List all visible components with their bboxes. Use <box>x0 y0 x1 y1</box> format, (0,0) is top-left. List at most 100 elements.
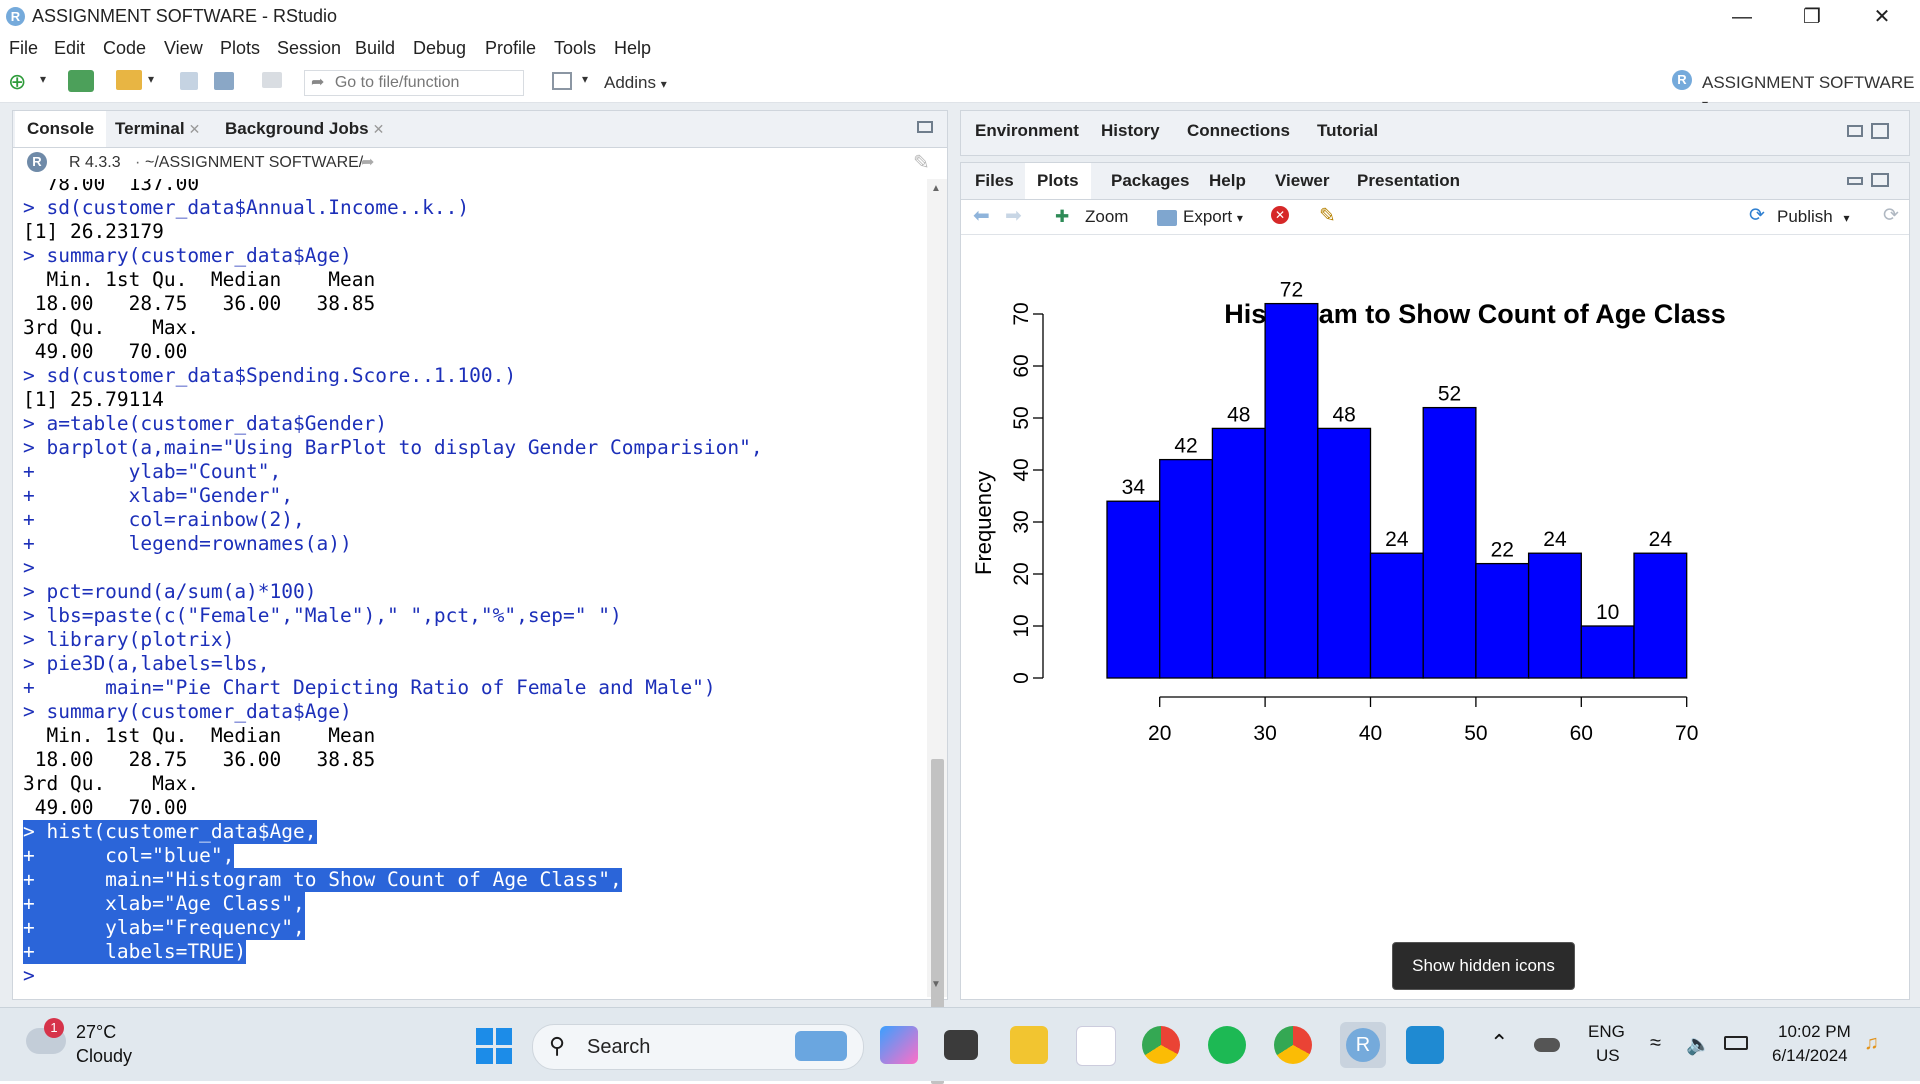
tab-help[interactable]: Help <box>1197 163 1258 199</box>
scroll-up-icon[interactable]: ▲ <box>931 183 941 194</box>
menu-build[interactable]: Build <box>355 38 396 58</box>
new-project-icon[interactable] <box>68 70 94 92</box>
open-dropdown-icon[interactable]: ▾ <box>148 72 155 86</box>
windows-start-icon[interactable] <box>476 1028 512 1064</box>
goto-file-function-input[interactable]: ➦ Go to file/function <box>304 70 524 96</box>
menu-session[interactable]: Session <box>277 38 342 58</box>
search-highlight-icon <box>795 1031 847 1061</box>
console-output[interactable]: 78.00 137.00 > sd(customer_data$Annual.In… <box>13 179 925 999</box>
console-line: > sd(customer_data$Spending.Score..1.100… <box>23 364 517 387</box>
console-scrollbar[interactable]: ▲ ▼ <box>927 179 947 1084</box>
clock-time[interactable]: 10:02 PM <box>1778 1022 1851 1041</box>
maximize-pane-icon[interactable] <box>1871 123 1889 139</box>
console-line: > sd(customer_data$Annual.Income..k..) <box>23 196 470 219</box>
notification-bell-icon[interactable]: ♫ <box>1864 1032 1879 1054</box>
tab-files[interactable]: Files <box>963 163 1026 199</box>
bar-value-label: 24 <box>1543 528 1567 551</box>
menu-profile[interactable]: Profile <box>485 38 537 58</box>
menu-help[interactable]: Help <box>614 38 652 58</box>
clear-console-icon[interactable]: ✎ <box>913 152 930 174</box>
zoom-icon[interactable]: ✚ <box>1055 207 1070 226</box>
restore-button[interactable]: ❐ <box>1803 6 1821 28</box>
close-tab-icon[interactable]: ✕ <box>188 121 201 137</box>
x-tick-label: 40 <box>1359 722 1382 745</box>
scroll-down-icon[interactable]: ▼ <box>931 979 941 990</box>
tab-terminal[interactable]: Terminal ✕ <box>103 111 212 147</box>
open-folder-icon[interactable] <box>116 70 142 90</box>
menu-plots[interactable]: Plots <box>220 38 261 58</box>
zoom-button[interactable]: Zoom <box>1085 207 1129 226</box>
maximize-pane-icon[interactable] <box>1871 173 1889 187</box>
tab-tutorial[interactable]: Tutorial <box>1305 111 1390 151</box>
console-line: > lbs=paste(c("Female","Male")," ",pct,"… <box>23 604 622 627</box>
close-tab-icon[interactable]: ✕ <box>372 121 385 137</box>
y-tick-label: 50 <box>1010 406 1033 429</box>
search-icon: ⚲ <box>549 1033 566 1058</box>
menu-view[interactable]: View <box>164 38 203 58</box>
maximize-pane-icon[interactable] <box>917 121 933 133</box>
menu-debug[interactable]: Debug <box>413 38 467 58</box>
volume-icon[interactable]: 🔈 <box>1686 1034 1711 1056</box>
tab-plots[interactable]: Plots <box>1025 163 1091 199</box>
onedrive-icon[interactable] <box>1534 1038 1560 1052</box>
task-view-icon[interactable] <box>944 1030 978 1060</box>
previous-plot-icon[interactable]: ⬅ <box>973 205 990 227</box>
tab-environment[interactable]: Environment <box>963 111 1091 151</box>
taskbar-search-box[interactable]: ⚲ Search <box>532 1024 864 1070</box>
minimize-pane-icon[interactable] <box>1847 125 1863 137</box>
export-button[interactable]: Export ▾ <box>1183 207 1243 227</box>
new-file-icon[interactable]: ⊕ <box>8 69 27 94</box>
minimize-button[interactable]: — <box>1732 6 1752 28</box>
tab-plots-label: Plots <box>1037 171 1079 190</box>
lang-top[interactable]: ENG <box>1588 1022 1625 1041</box>
chevron-up-icon[interactable]: ⌃ <box>1490 1030 1509 1055</box>
tab-presentation[interactable]: Presentation <box>1345 163 1472 199</box>
weather-desc[interactable]: Cloudy <box>76 1046 133 1066</box>
battery-icon[interactable] <box>1724 1036 1748 1050</box>
chrome-icon[interactable] <box>1142 1026 1180 1064</box>
layout-dropdown-icon[interactable]: ▾ <box>582 72 589 86</box>
save-icon[interactable] <box>180 72 198 90</box>
publish-icon[interactable]: ⟳ <box>1749 205 1765 226</box>
next-plot-icon[interactable]: ➡ <box>1005 205 1022 227</box>
save-all-icon[interactable] <box>214 72 234 90</box>
menu-tools[interactable]: Tools <box>554 38 597 58</box>
copilot-icon[interactable] <box>880 1026 918 1064</box>
vscode-icon[interactable] <box>1406 1026 1444 1064</box>
tab-console[interactable]: Console <box>15 111 107 147</box>
tab-history[interactable]: History <box>1089 111 1172 151</box>
scroll-thumb[interactable] <box>931 759 944 1084</box>
lang-bottom[interactable]: US <box>1596 1046 1620 1065</box>
tab-connections[interactable]: Connections <box>1175 111 1302 151</box>
remove-plot-icon[interactable]: ✕ <box>1271 206 1289 224</box>
addins-menu[interactable]: Addins ▾ <box>604 73 667 93</box>
go-to-directory-icon[interactable]: ➦ <box>361 154 375 171</box>
file-explorer-icon[interactable] <box>1010 1026 1048 1064</box>
minimize-pane-icon[interactable] <box>1847 177 1863 185</box>
new-file-dropdown-icon[interactable]: ▾ <box>40 72 47 86</box>
menu-file[interactable]: File <box>9 38 39 58</box>
print-icon[interactable] <box>262 72 282 88</box>
wifi-icon[interactable]: ≈ <box>1650 1032 1661 1054</box>
main-toolbar: ⊕ ▾ ▾ ▾ Addins ▾ R ASSIGNMENT SOFTWARE ▾ <box>0 64 1920 111</box>
tab-packages[interactable]: Packages <box>1099 163 1201 199</box>
rstudio-taskbar-button[interactable]: R <box>1340 1022 1386 1068</box>
y-tick-label: 40 <box>1010 458 1033 481</box>
refresh-icon[interactable]: ⟳ <box>1883 205 1899 226</box>
close-window-button[interactable]: ✕ <box>1873 6 1891 28</box>
export-icon[interactable] <box>1157 210 1177 226</box>
spotify-icon[interactable] <box>1208 1026 1246 1064</box>
chrome-profile-icon[interactable] <box>1274 1026 1312 1064</box>
microsoft-store-icon[interactable] <box>1076 1026 1116 1066</box>
console-tabbar: Console Terminal ✕ Background Jobs ✕ <box>13 111 947 148</box>
tab-viewer[interactable]: Viewer <box>1263 163 1342 199</box>
rstudio-logo-icon: R <box>6 7 25 26</box>
grid-layout-icon[interactable] <box>552 72 572 90</box>
weather-temp[interactable]: 27°C <box>76 1022 117 1042</box>
tab-background-jobs[interactable]: Background Jobs ✕ <box>213 111 396 147</box>
clock-date[interactable]: 6/14/2024 <box>1772 1046 1848 1065</box>
clear-plots-broom-icon[interactable]: ✎ <box>1319 205 1336 227</box>
menu-code[interactable]: Code <box>103 38 147 58</box>
menu-edit[interactable]: Edit <box>54 38 86 58</box>
publish-button[interactable]: Publish ▾ <box>1777 207 1850 227</box>
